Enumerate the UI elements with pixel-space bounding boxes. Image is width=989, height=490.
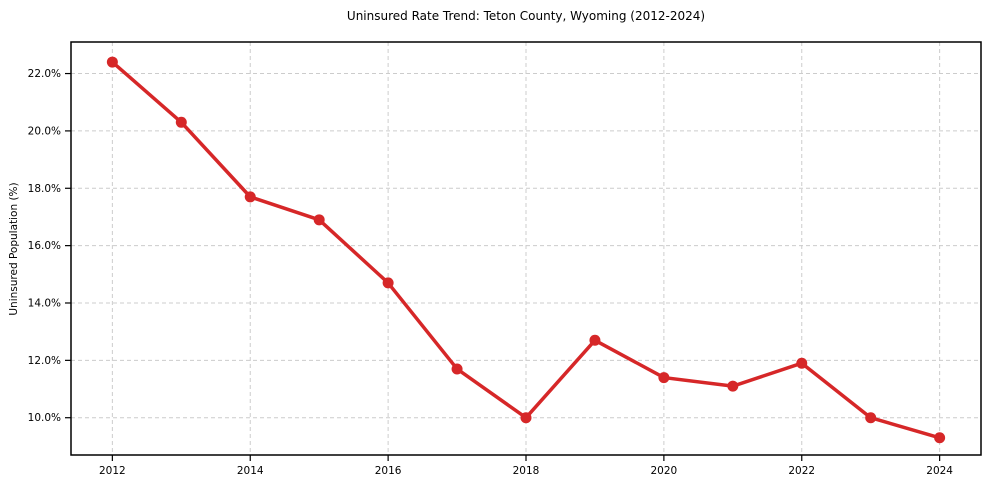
- y-tick-label: 14.0%: [28, 297, 61, 309]
- y-tick-label: 22.0%: [28, 68, 61, 80]
- data-point: [934, 432, 946, 444]
- y-tick-label: 10.0%: [28, 412, 61, 424]
- data-point: [520, 412, 532, 424]
- data-point: [451, 363, 463, 375]
- x-tick-label: 2012: [99, 465, 126, 477]
- x-tick-label: 2018: [513, 465, 540, 477]
- data-point: [865, 412, 877, 424]
- chart-title: Uninsured Rate Trend: Teton County, Wyom…: [346, 9, 706, 23]
- x-tick-label: 2024: [926, 465, 953, 477]
- data-point: [727, 380, 739, 392]
- data-point: [589, 334, 601, 346]
- x-tick-label: 2016: [375, 465, 402, 477]
- data-point: [658, 372, 670, 384]
- x-tick-label: 2020: [651, 465, 678, 477]
- data-point: [382, 277, 394, 289]
- x-tick-label: 2022: [788, 465, 815, 477]
- y-tick-label: 18.0%: [28, 183, 61, 195]
- x-tick-label: 2014: [237, 465, 264, 477]
- y-tick-label: 20.0%: [28, 125, 61, 137]
- data-point: [244, 191, 256, 203]
- data-point: [175, 116, 187, 128]
- plot-border: [70, 41, 982, 456]
- data-point: [313, 214, 325, 226]
- data-point: [106, 56, 118, 68]
- y-tick-label: 12.0%: [28, 355, 61, 367]
- data-point: [796, 357, 808, 369]
- y-tick-label: 16.0%: [28, 240, 61, 252]
